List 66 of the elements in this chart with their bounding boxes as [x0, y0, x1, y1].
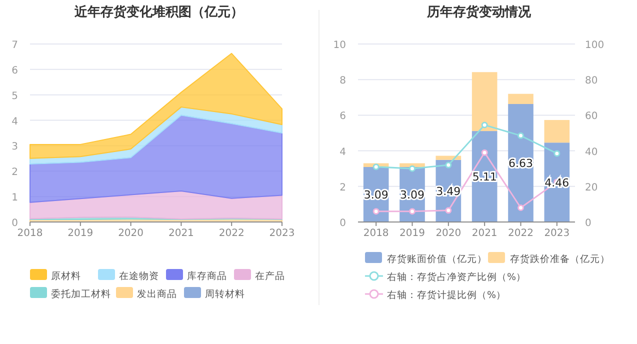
- chart-title: 近年存货变化堆积图（亿元）: [74, 4, 244, 20]
- data-label: 3.09: [400, 188, 424, 202]
- legend-label: 右轴：存货计提比例（%）: [387, 289, 506, 301]
- x-tick-label: 2021: [472, 228, 498, 239]
- legend-label: 委托加工材料: [51, 288, 111, 300]
- y2-tick-label: 40: [585, 146, 598, 158]
- data-label: 3.49: [436, 184, 461, 198]
- data-label: 5.11: [472, 170, 497, 184]
- y2-tick-label: 100: [585, 40, 604, 51]
- chart-title: 历年存货变动情况: [426, 4, 532, 20]
- legend-label: 周转材料: [205, 288, 245, 300]
- point: [445, 207, 452, 214]
- legend-label: 右轴：存货占净资产比例（%）: [387, 271, 526, 283]
- point: [518, 132, 524, 139]
- y-tick-label: 8: [340, 76, 346, 87]
- legend-label: 在产品: [255, 270, 285, 282]
- y2-tick-label: 0: [585, 218, 592, 229]
- legend-label: 存货跌价准备（亿元）: [510, 253, 610, 265]
- x-tick-label: 2019: [68, 228, 94, 239]
- bar: [544, 120, 570, 143]
- y-tick-label: 7: [12, 40, 18, 51]
- data-label: 3.09: [364, 188, 388, 202]
- point: [518, 204, 524, 212]
- x-tick-label: 2022: [508, 228, 534, 239]
- y-tick-label: 10: [333, 40, 346, 51]
- y-tick-label: 1: [12, 192, 18, 204]
- x-tick-label: 2023: [269, 228, 295, 239]
- y2-tick-label: 20: [585, 182, 598, 194]
- y-tick-label: 0: [12, 218, 18, 229]
- bar: [508, 94, 534, 104]
- x-tick-label: 2018: [363, 228, 389, 239]
- point: [372, 164, 380, 170]
- data-label: 4.46: [544, 176, 570, 190]
- legend-label: 存货账面价值（亿元）: [387, 253, 487, 265]
- point: [445, 162, 452, 168]
- point: [372, 208, 380, 215]
- x-tick-label: 2018: [17, 228, 43, 239]
- legend-label: 原材料: [51, 270, 81, 282]
- x-tick-label: 2019: [400, 228, 425, 239]
- legend-label: 发出商品: [137, 288, 177, 300]
- point: [409, 165, 416, 172]
- bar: [472, 72, 498, 132]
- x-tick-label: 2022: [218, 228, 244, 239]
- x-tick-label: 2020: [436, 228, 462, 239]
- x-tick-label: 2021: [168, 228, 194, 239]
- y-tick-label: 6: [340, 111, 346, 122]
- y2-tick-label: 60: [585, 111, 598, 122]
- x-tick-label: 2023: [544, 228, 570, 239]
- bar: [508, 104, 534, 222]
- y-tick-label: 0: [340, 218, 346, 229]
- y-tick-label: 4: [12, 116, 18, 128]
- y-tick-label: 2: [12, 167, 18, 178]
- x-tick-label: 2020: [118, 228, 144, 239]
- data-label: 6.63: [508, 156, 533, 170]
- y-tick-label: 3: [12, 142, 18, 153]
- y-tick-label: 2: [340, 182, 346, 194]
- y-tick-label: 6: [12, 65, 18, 76]
- y-tick-label: 5: [12, 90, 18, 102]
- point: [481, 149, 488, 156]
- point: [481, 122, 488, 128]
- legend-label: 在途物资: [119, 270, 159, 282]
- legend-label: 库存商品: [187, 270, 227, 282]
- y-tick-label: 4: [340, 146, 346, 158]
- point: [409, 208, 416, 215]
- point: [554, 150, 560, 157]
- y2-tick-label: 80: [585, 76, 598, 87]
